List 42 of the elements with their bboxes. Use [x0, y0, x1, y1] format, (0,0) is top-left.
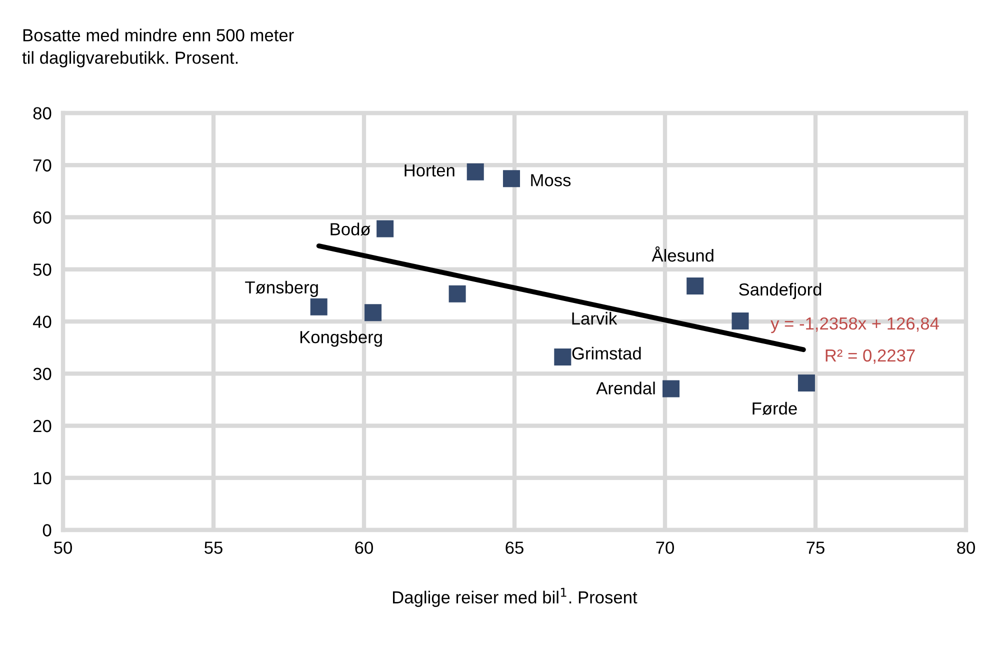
y-tick-label: 10 [34, 472, 52, 484]
annotation: Horten [404, 164, 454, 177]
x-tick-label: 65 [506, 542, 524, 554]
point [448, 285, 466, 302]
y-axis-title: Bosatte med mindre enn 500 meter til dagligvarebutikk. Prosent. [22, 28, 294, 68]
point [310, 298, 328, 316]
point [364, 304, 382, 322]
point [732, 312, 749, 330]
annotation: Førde [752, 402, 797, 415]
point [466, 163, 484, 180]
x-tick-label: 80 [957, 542, 975, 554]
point [502, 170, 520, 188]
x-axis-title: Daglige reiser med bil$^{1}$. Prosent [393, 588, 638, 607]
y-tick-label: 0 [42, 524, 52, 536]
annotation: Larvik [572, 312, 618, 325]
point [686, 278, 704, 295]
annotation: R² = 0,2237 [826, 349, 915, 364]
annotation: Bodø [330, 222, 370, 236]
annotation: Kongsberg [300, 330, 382, 347]
annotation: Ålesund [652, 246, 714, 262]
point [798, 374, 815, 392]
x-tick-label: 75 [806, 542, 824, 554]
y-tick-label: 40 [32, 316, 52, 328]
x-tick-label: 55 [204, 542, 222, 554]
x-tick-label: 70 [656, 542, 674, 554]
annotation: y = -1,2358x + 126,84 [770, 317, 939, 334]
y-tick-label: 80 [33, 107, 52, 120]
point [554, 348, 572, 366]
point [662, 380, 680, 398]
y-tick-label: 50 [33, 264, 52, 276]
x-tick-label: 50 [54, 542, 72, 554]
annotation: Moss [531, 174, 571, 186]
y-tick-label: 20 [33, 420, 52, 432]
y-tick-label: 30 [33, 368, 52, 380]
y-tick-label: 70 [33, 159, 52, 172]
y-tick-label: 60 [33, 211, 52, 224]
x-tick-label: 60 [355, 542, 373, 554]
point [376, 220, 394, 238]
annotation: Grimstad [572, 346, 641, 360]
annotation: Tønsberg [245, 280, 318, 297]
annotation: Sandefjord [739, 282, 822, 300]
annotation: Arendal [596, 382, 655, 394]
